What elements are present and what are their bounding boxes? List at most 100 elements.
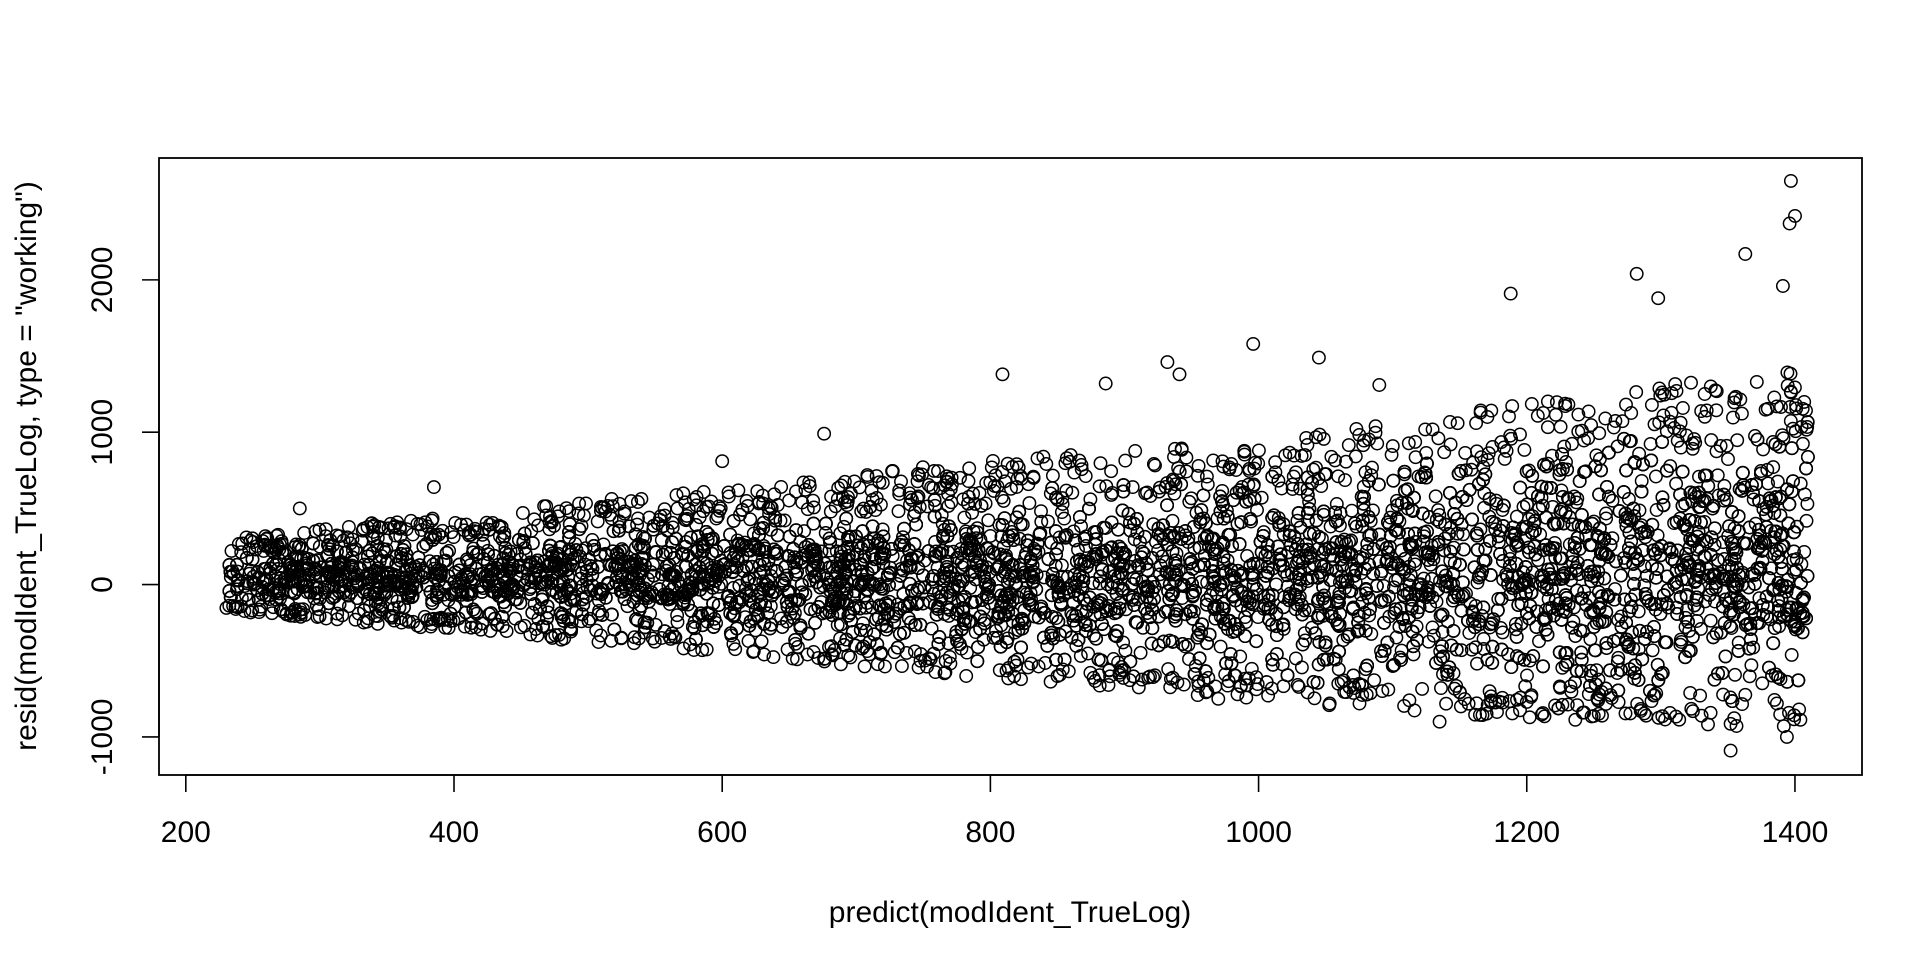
scatter-point	[1135, 544, 1150, 559]
scatter-point	[1476, 631, 1491, 646]
scatter-point	[1663, 459, 1678, 474]
scatter-point	[1213, 639, 1228, 654]
scatter-point	[1072, 510, 1087, 525]
scatter-point	[1168, 553, 1183, 568]
scatter-point	[631, 511, 645, 526]
scatter-point	[859, 504, 874, 519]
scatter-point	[1244, 661, 1259, 676]
scatter-point	[1178, 528, 1193, 543]
scatter-point	[1626, 577, 1641, 591]
scatter-point	[1078, 539, 1093, 553]
scatter-point	[1362, 608, 1377, 623]
scatter-point	[1048, 558, 1063, 573]
scatter-point	[1160, 498, 1175, 513]
scatter-point	[1506, 520, 1521, 535]
scatter-point	[1288, 651, 1303, 666]
scatter-point	[1755, 554, 1770, 569]
scatter-point	[1456, 527, 1471, 542]
scatter-point	[1634, 473, 1649, 488]
scatter-point	[1426, 628, 1441, 643]
scatter-point	[1689, 614, 1704, 628]
scatter-point	[1497, 451, 1512, 466]
scatter-point	[1599, 511, 1614, 526]
scatter-point	[1407, 554, 1422, 569]
scatter-point	[1054, 558, 1069, 573]
scatter-point	[803, 602, 818, 617]
scatter-point	[1092, 576, 1107, 591]
scatter-point	[1631, 604, 1646, 619]
scatter-point	[1435, 625, 1450, 639]
point-layer	[219, 173, 1815, 758]
scatter-point	[1563, 679, 1578, 694]
scatter-point	[1568, 629, 1583, 643]
scatter-point	[891, 504, 906, 519]
scatter-point	[1465, 614, 1480, 629]
scatter-point	[1645, 643, 1660, 658]
scatter-point	[1627, 566, 1642, 581]
scatter-point	[1428, 489, 1443, 504]
scatter-point	[1606, 634, 1621, 649]
scatter-point	[1468, 599, 1483, 613]
scatter-point	[1089, 631, 1104, 646]
scatter-point	[341, 599, 356, 614]
scatter-point	[853, 557, 867, 572]
scatter-point	[937, 522, 952, 537]
scatter-point	[1470, 575, 1485, 590]
scatter-point	[1513, 480, 1528, 495]
scatter-point	[941, 498, 956, 513]
scatter-point	[723, 606, 738, 621]
scatter-point	[1516, 499, 1531, 514]
scatter-point	[1443, 553, 1458, 568]
scatter-point	[1599, 506, 1613, 521]
scatter-point	[1161, 662, 1176, 677]
scatter-point	[983, 528, 998, 543]
scatter-point	[1766, 636, 1781, 651]
scatter-point	[1587, 643, 1602, 658]
scatter-point	[1797, 544, 1812, 559]
scatter-point	[1718, 649, 1733, 664]
scatter-point	[1181, 637, 1196, 652]
scatter-point	[1205, 582, 1220, 597]
scatter-point	[1105, 553, 1120, 567]
scatter-point	[1610, 666, 1625, 680]
scatter-point	[1583, 663, 1598, 678]
scatter-point	[1509, 629, 1524, 644]
scatter-point	[1541, 592, 1556, 606]
scatter-point	[1717, 479, 1732, 493]
scatter-point	[1732, 595, 1747, 610]
scatter-point	[1129, 572, 1144, 587]
scatter-point	[1766, 460, 1781, 475]
scatter-point	[1069, 638, 1084, 653]
scatter-point	[954, 555, 969, 570]
scatter-point	[1153, 567, 1167, 582]
scatter-point	[1488, 522, 1503, 537]
scatter-point	[1446, 540, 1461, 555]
scatter-point	[1210, 511, 1225, 526]
scatter-point	[1569, 495, 1584, 510]
scatter-point	[986, 630, 1001, 645]
scatter-point	[1034, 504, 1048, 519]
scatter-point	[1605, 493, 1620, 508]
scatter-point	[970, 654, 985, 669]
scatter-point	[1728, 667, 1742, 682]
scatter-point	[1394, 643, 1409, 658]
scatter-point	[648, 545, 663, 559]
scatter-point	[580, 579, 595, 594]
scatter-point	[1532, 634, 1546, 649]
scatter-point	[777, 576, 792, 591]
scatter-point	[1793, 476, 1808, 491]
scatter-point	[1520, 497, 1534, 512]
scatter-point	[1800, 569, 1815, 583]
scatter-point	[1752, 591, 1767, 606]
scatter-point	[1717, 552, 1732, 566]
scatter-point	[527, 597, 542, 611]
scatter-point	[633, 540, 648, 555]
scatter-point	[1742, 669, 1757, 684]
scatter-point	[1522, 653, 1537, 668]
scatter-point	[1692, 469, 1706, 484]
scatter-point	[1344, 503, 1359, 518]
scatter-point	[1215, 483, 1230, 498]
scatter-point	[1022, 496, 1037, 511]
scatter-point	[1392, 514, 1407, 529]
